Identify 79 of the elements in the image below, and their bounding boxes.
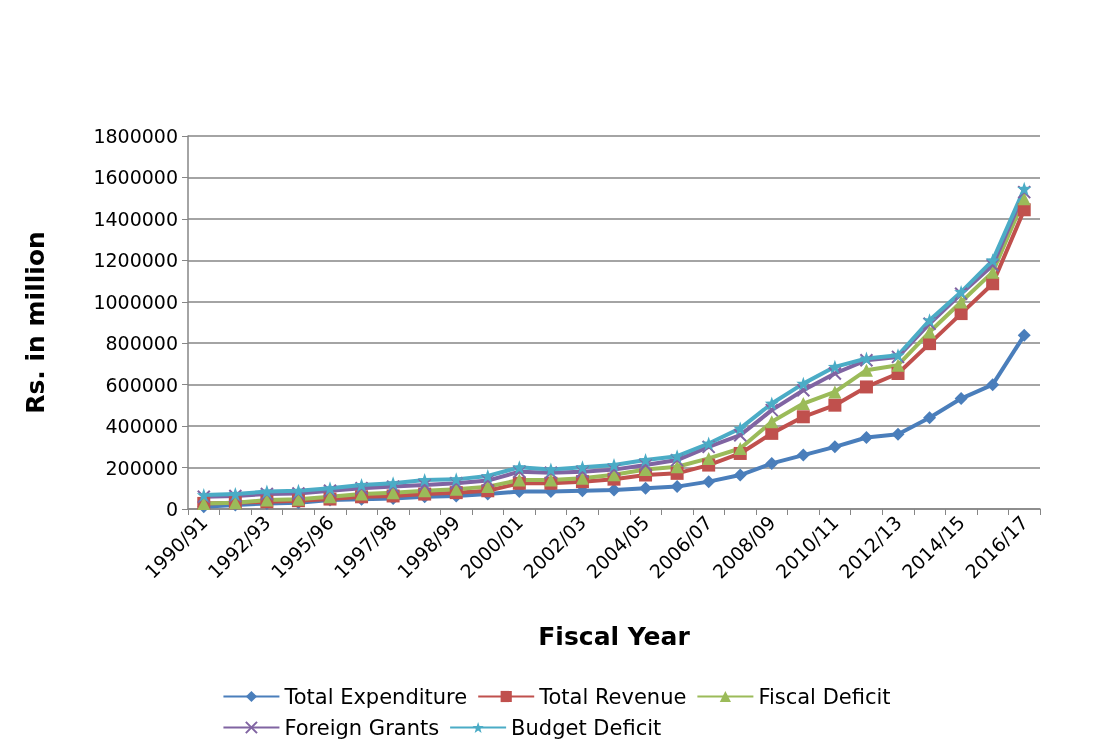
point	[954, 295, 968, 309]
x-axis-title: Fiscal Year	[538, 622, 691, 651]
point	[670, 460, 684, 474]
point	[796, 383, 811, 398]
point	[670, 449, 685, 464]
y-axis-title: Rs. in million	[21, 231, 50, 414]
point	[1017, 328, 1031, 342]
point	[702, 451, 716, 465]
point	[859, 431, 873, 445]
y-tick-label: 0	[165, 498, 178, 520]
point	[796, 410, 810, 424]
point	[607, 458, 621, 473]
point	[449, 476, 464, 491]
point	[1017, 192, 1031, 206]
point	[986, 265, 1000, 279]
point	[859, 363, 873, 377]
point	[923, 411, 937, 425]
point	[575, 471, 589, 485]
point	[354, 481, 369, 496]
point	[985, 253, 1000, 268]
point	[891, 427, 905, 441]
y-tick-label: 400000	[105, 415, 178, 438]
point	[512, 460, 527, 475]
point	[985, 258, 1000, 273]
point	[765, 415, 779, 429]
point	[449, 472, 464, 487]
point	[986, 378, 1000, 392]
point	[827, 359, 842, 374]
point	[733, 441, 747, 455]
y-tick-label: 600000	[105, 373, 178, 396]
point	[670, 453, 685, 468]
point	[954, 307, 968, 321]
point	[480, 473, 495, 488]
point	[1017, 185, 1032, 200]
point	[796, 376, 811, 391]
legend-label: Total Revenue	[538, 684, 687, 709]
y-tick-label: 1200000	[93, 249, 178, 272]
point	[859, 380, 873, 394]
y-tick-label: 200000	[105, 456, 178, 479]
point	[827, 366, 842, 381]
y-tick-label: 1800000	[93, 125, 178, 147]
y-tick-label: 1600000	[93, 166, 178, 189]
point	[512, 464, 527, 479]
legend-label: Total Expenditure	[283, 684, 468, 709]
point	[575, 464, 590, 479]
point	[923, 325, 937, 339]
legend-label: Budget Deficit	[511, 715, 662, 740]
point	[765, 426, 779, 440]
point	[733, 428, 748, 443]
point	[702, 475, 716, 489]
point	[417, 477, 432, 492]
point	[638, 453, 653, 468]
point	[638, 458, 653, 473]
point	[417, 472, 432, 487]
point	[733, 421, 748, 436]
legend-label: Fiscal Deficit	[758, 684, 891, 709]
point	[480, 469, 495, 484]
y-tick-label: 800000	[105, 332, 178, 355]
point	[796, 448, 810, 462]
point	[765, 456, 779, 470]
point	[954, 392, 968, 406]
point	[733, 468, 747, 482]
point	[764, 396, 779, 411]
point	[449, 482, 463, 496]
point	[670, 480, 684, 494]
point	[764, 403, 779, 418]
point	[828, 398, 842, 412]
point	[639, 481, 653, 495]
point	[891, 358, 905, 372]
point	[828, 440, 842, 454]
point	[575, 460, 590, 475]
point	[1017, 181, 1032, 196]
legend-label: Foreign Grants	[284, 715, 440, 740]
y-tick-label: 1400000	[93, 207, 178, 230]
point	[796, 397, 810, 411]
point	[828, 385, 842, 399]
point	[607, 462, 621, 477]
y-tick-label: 1000000	[93, 290, 178, 313]
point	[354, 477, 369, 492]
